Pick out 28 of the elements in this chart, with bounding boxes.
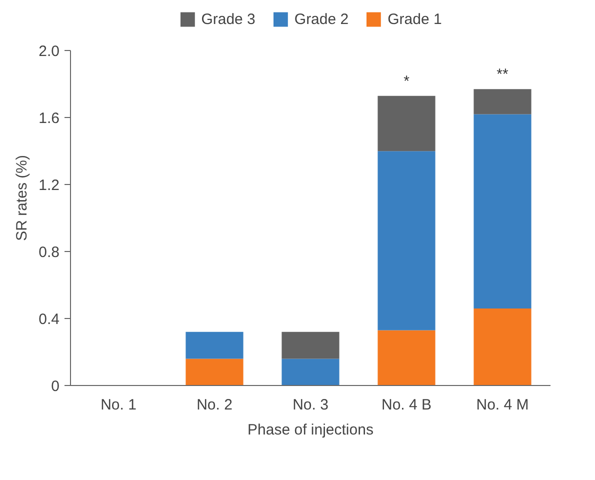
bar (282, 358, 340, 386)
bar (474, 89, 532, 114)
x-tick-label: No. 4 M (476, 396, 529, 414)
y-tick-label: 0.8 (38, 244, 60, 262)
bar (186, 332, 244, 359)
y-tick-label: 0.4 (38, 311, 60, 328)
x-tick-label: No. 4 B (381, 396, 432, 414)
y-tick-label: 2.0 (38, 43, 60, 60)
x-tick-label: No. 1 (100, 396, 136, 414)
annotation: ** (496, 66, 508, 84)
bar (474, 308, 532, 386)
bar (378, 151, 436, 330)
annotation: * (404, 72, 410, 90)
y-tick-label: 1.6 (38, 110, 60, 128)
bar (282, 332, 340, 359)
x-axis-title: Phase of injections (248, 422, 374, 438)
bar (474, 114, 532, 308)
legend-label: Grade 3 (201, 10, 256, 28)
x-tick-label: No. 2 (196, 396, 232, 414)
y-axis-title: SR rates (%) (14, 155, 31, 241)
y-tick-label: 1.2 (38, 177, 60, 194)
legend-label: Grade 1 (388, 10, 442, 28)
bar (378, 96, 436, 152)
legend-label: Grade 2 (294, 10, 349, 28)
bar (186, 358, 244, 386)
x-tick-label: No. 3 (292, 396, 328, 414)
y-tick-label: 0 (51, 378, 60, 395)
bar (378, 330, 436, 386)
